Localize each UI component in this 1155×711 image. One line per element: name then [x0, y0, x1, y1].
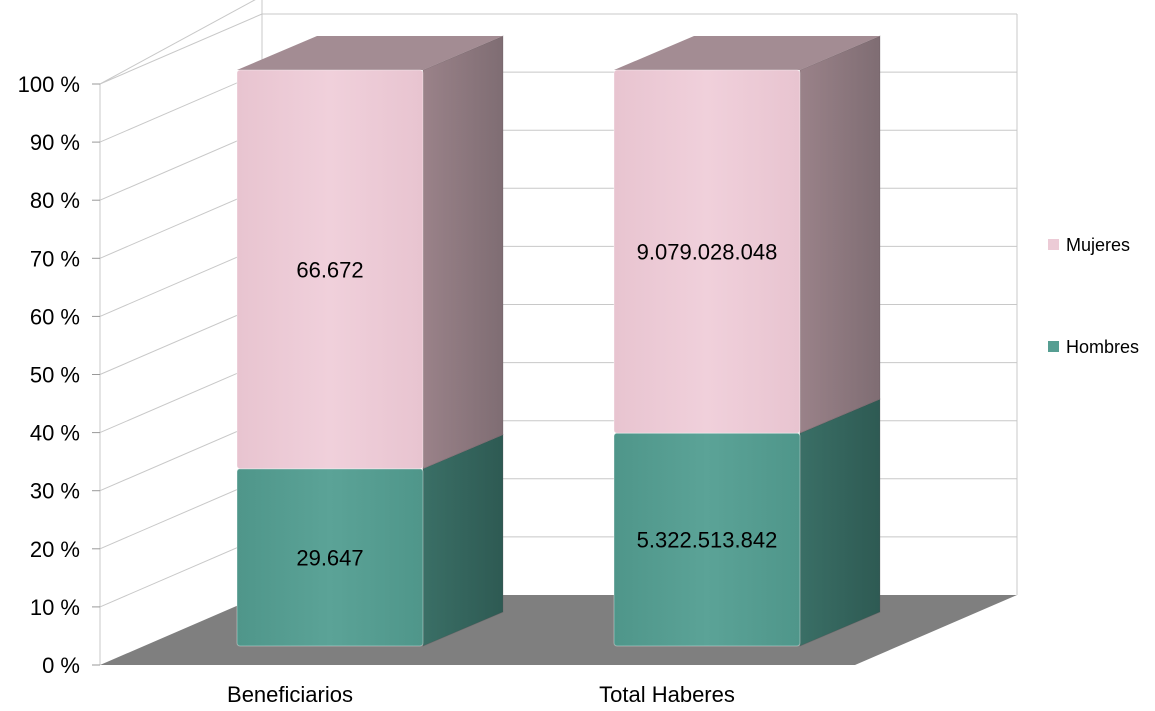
bar-segment-mujeres: 66.672 [236, 35, 504, 470]
y-tick-label: 80 % [30, 188, 80, 213]
y-tick-label: 0 % [42, 653, 80, 678]
legend: Mujeres Hombres [1048, 235, 1139, 357]
gridline-left [99, 304, 263, 375]
gridline-left [99, 13, 263, 85]
data-label-mujeres: 66.672 [296, 257, 363, 282]
gridline-left [99, 478, 263, 550]
y-tick-label: 50 % [30, 363, 80, 388]
bar-top [614, 36, 880, 70]
gridline-left [99, 536, 263, 608]
x-category-label: Total Haberes [599, 682, 735, 707]
data-label-mujeres: 9.079.028.048 [637, 240, 778, 265]
y-axis-ticks: 0 % 10 % 20 % 30 % 40 % 50 % 60 % 70 % 80 % 90 % 1… [18, 72, 100, 678]
legend-label: Hombres [1066, 337, 1139, 357]
gridline-left [99, 420, 263, 492]
y-tick-label: 70 % [30, 246, 80, 271]
x-category-label: Beneficiarios [227, 682, 353, 707]
left-wall-top-edge [99, 0, 256, 85]
bar-segment-hombres: 5.322.513.842 [613, 398, 881, 647]
data-label-hombres: 29.647 [296, 545, 363, 570]
bar-front [236, 69, 424, 470]
bar-side [422, 35, 504, 470]
bar-front [613, 69, 801, 434]
bars: 29.647 66.672 5.322.513.842 9.079.028.048 [236, 35, 881, 647]
x-axis-labels: Beneficiarios Total Haberes [227, 682, 735, 707]
bar-top [237, 36, 503, 70]
y-tick-label: 100 % [18, 72, 80, 97]
y-tick-label: 40 % [30, 421, 80, 446]
data-label-hombres: 5.322.513.842 [637, 528, 778, 553]
bar-side [799, 398, 881, 647]
legend-item-mujeres: Mujeres [1048, 235, 1130, 255]
bar-segment-mujeres: 9.079.028.048 [613, 35, 881, 434]
y-tick-label: 20 % [30, 537, 80, 562]
bar-side [422, 433, 504, 647]
legend-item-hombres: Hombres [1048, 337, 1139, 357]
gridline-left [99, 362, 263, 434]
gridline-left [99, 187, 263, 259]
y-tick-label: 10 % [30, 595, 80, 620]
gridline-left [99, 129, 263, 201]
bar-side [799, 35, 881, 434]
gridline-left [99, 71, 263, 143]
y-tick-label: 30 % [30, 479, 80, 504]
gridline-left [99, 245, 263, 317]
y-tick-label: 60 % [30, 304, 80, 329]
legend-swatch [1048, 341, 1059, 352]
y-tick-label: 90 % [30, 130, 80, 155]
legend-label: Mujeres [1066, 235, 1130, 255]
legend-swatch [1048, 239, 1059, 250]
